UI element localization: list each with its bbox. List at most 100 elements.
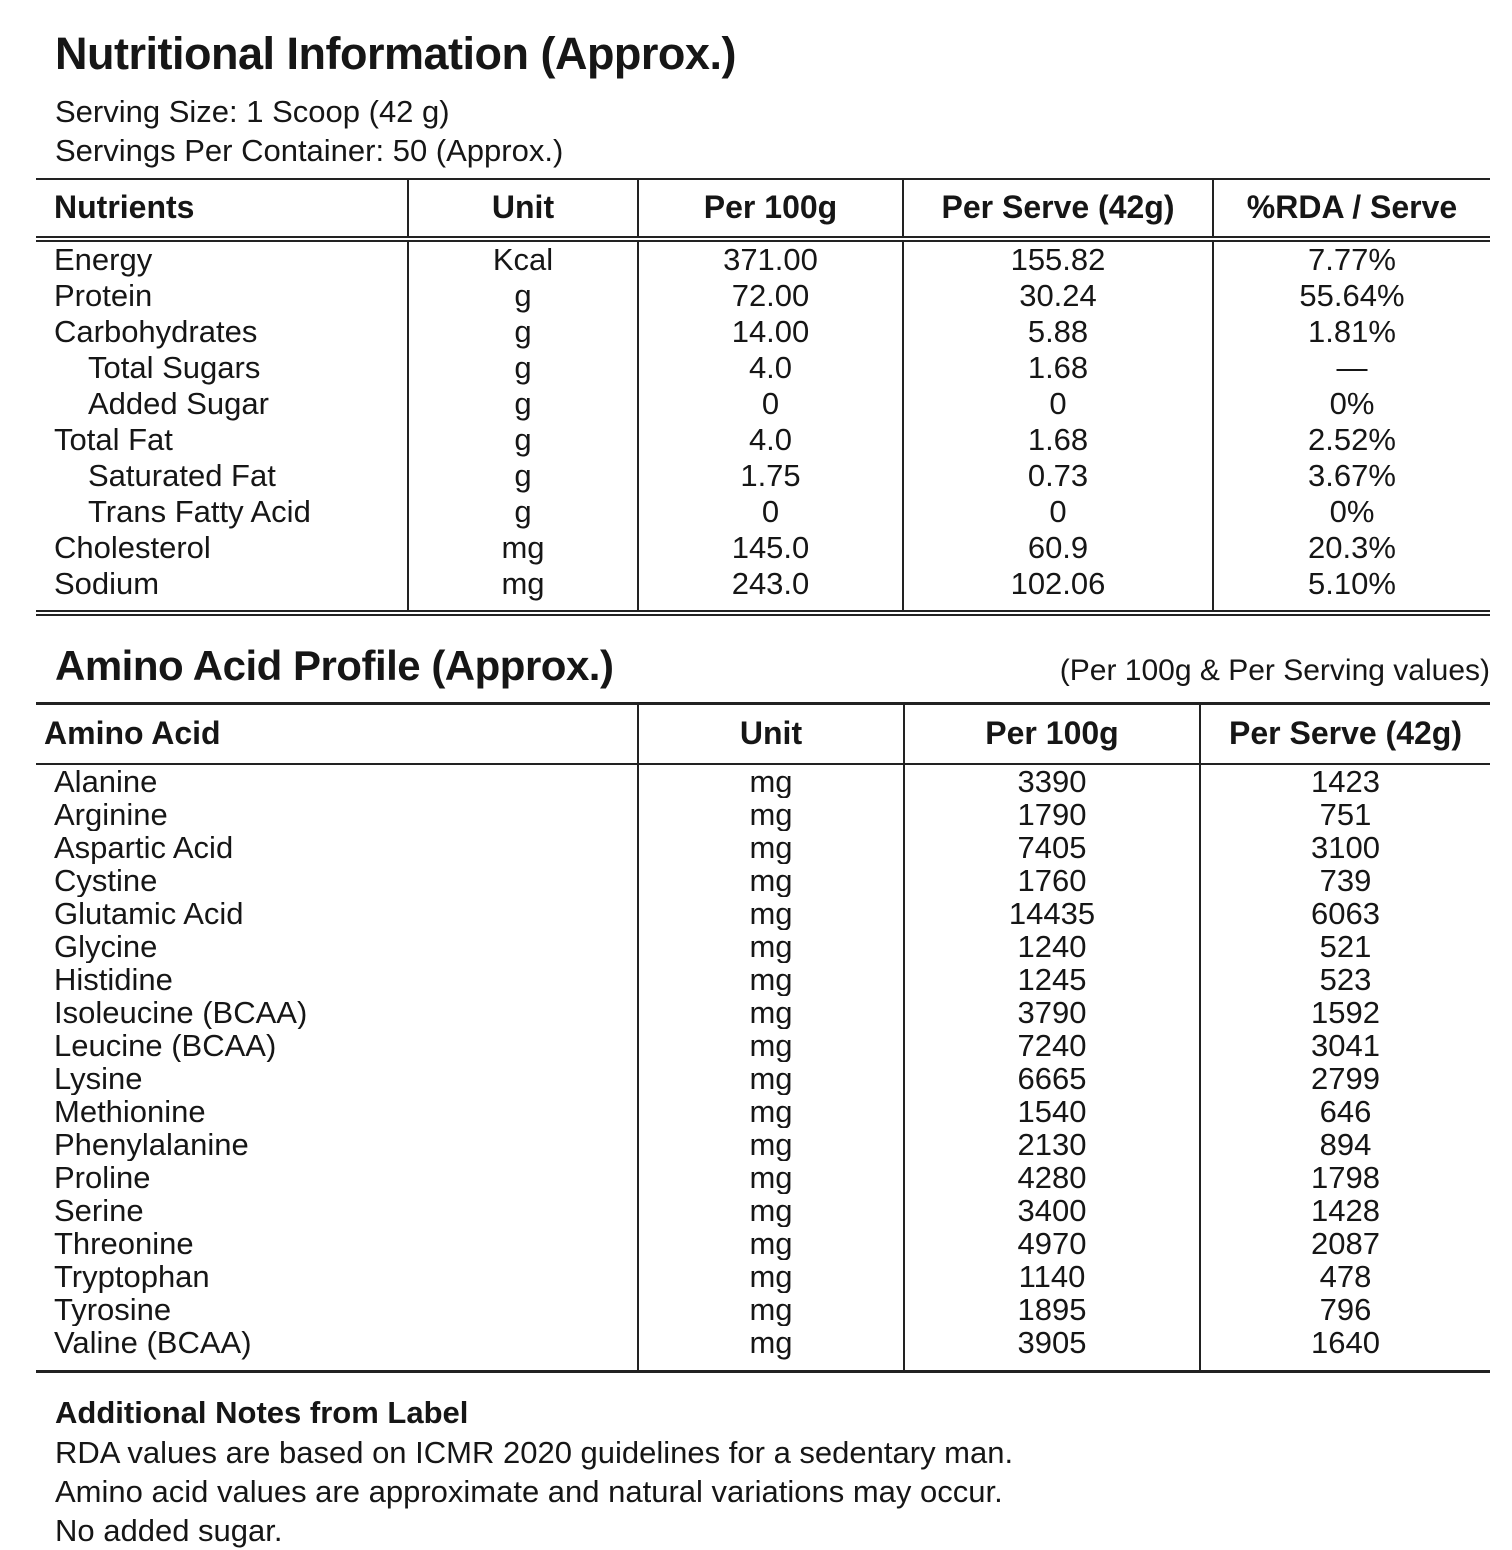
nutrition-col-header-per-100g: Per 100g	[637, 179, 903, 242]
nutrient-per-serve: 0	[902, 386, 1213, 422]
amino-acid-name: Tryptophan	[54, 1260, 210, 1293]
amino-profile-title: Amino Acid Profile (Approx.)	[55, 642, 614, 689]
amino-profile-subtitle: (Per 100g & Per Serving values)	[1059, 654, 1490, 687]
amino-acid-per-serve: 523	[1199, 963, 1490, 996]
notes-title: Additional Notes from Label	[55, 1395, 469, 1430]
amino-acid-per-100g: 4280	[903, 1161, 1200, 1194]
nutrient-rda-per-serve: 0%	[1212, 494, 1490, 530]
amino-acid-per-serve: 796	[1199, 1293, 1490, 1326]
amino-table-row: Glutamic Acid mg 14435 6063	[36, 897, 1490, 930]
amino-table-row: Threonine mg 4970 2087	[36, 1227, 1490, 1260]
note-line-amino: Amino acid values are approximate and na…	[55, 1474, 1003, 1509]
amino-acid-per-100g: 1140	[903, 1260, 1200, 1293]
amino-table-row: Methionine mg 1540 646	[36, 1095, 1490, 1128]
amino-acid-name: Valine (BCAA)	[54, 1326, 252, 1360]
amino-acid-name: Cystine	[54, 864, 158, 897]
amino-acid-name: Leucine (BCAA)	[54, 1029, 277, 1062]
amino-acid-unit: mg	[637, 963, 904, 996]
amino-acid-per-100g: 7405	[903, 831, 1200, 864]
nutrient-unit: g	[407, 458, 638, 494]
amino-acid-unit: mg	[637, 897, 904, 930]
nutrition-table-row: Carbohydrates g 14.00 5.88 1.81%	[36, 314, 1490, 350]
amino-acid-per-100g: 3905	[903, 1326, 1200, 1372]
nutrient-per-100g: 72.00	[637, 278, 903, 314]
amino-acid-per-serve: 1798	[1199, 1161, 1490, 1194]
amino-acid-per-100g: 7240	[903, 1029, 1200, 1062]
amino-acid-per-serve: 646	[1199, 1095, 1490, 1128]
amino-acid-per-serve: 3041	[1199, 1029, 1490, 1062]
nutrition-table-row: Added Sugar g 0 0 0%	[36, 386, 1490, 422]
nutrient-unit: g	[407, 494, 638, 530]
amino-acid-name: Tyrosine	[54, 1293, 172, 1326]
nutrient-name: Energy	[54, 242, 153, 277]
amino-table-row: Phenylalanine mg 2130 894	[36, 1128, 1490, 1161]
nutrition-col-header-per-serve: Per Serve (42g)	[902, 179, 1213, 242]
amino-acid-name: Phenylalanine	[54, 1128, 249, 1161]
amino-acid-name: Histidine	[54, 963, 173, 996]
nutrient-per-serve: 102.06	[902, 566, 1213, 613]
page-title: Nutritional Information (Approx.)	[55, 28, 736, 79]
nutrition-table-row: Energy Kcal 371.00 155.82 7.77%	[36, 239, 1490, 278]
amino-acid-unit: mg	[637, 1062, 904, 1095]
amino-acid-unit: mg	[637, 1194, 904, 1227]
amino-acid-unit: mg	[637, 864, 904, 897]
amino-acid-unit: mg	[637, 798, 904, 831]
amino-acid-per-100g: 3790	[903, 996, 1200, 1029]
amino-acid-per-100g: 6665	[903, 1062, 1200, 1095]
nutrient-per-100g: 4.0	[637, 422, 903, 458]
amino-acid-per-serve: 1423	[1199, 764, 1490, 798]
amino-table-row: Valine (BCAA) mg 3905 1640	[36, 1326, 1490, 1372]
amino-acid-unit: mg	[637, 1260, 904, 1293]
amino-col-header-per-serve: Per Serve (42g)	[1199, 703, 1490, 765]
amino-acid-name: Threonine	[54, 1227, 194, 1260]
nutrient-per-serve: 5.88	[902, 314, 1213, 350]
nutrient-unit: g	[407, 350, 638, 386]
nutrient-per-100g: 14.00	[637, 314, 903, 350]
amino-acid-name: Serine	[54, 1194, 144, 1227]
amino-acid-per-100g: 4970	[903, 1227, 1200, 1260]
nutrition-table: Nutrients Unit Per 100g Per Serve (42g) …	[36, 178, 1490, 616]
nutrient-per-serve: 60.9	[902, 530, 1213, 566]
amino-acid-unit: mg	[637, 996, 904, 1029]
amino-table-row: Tyrosine mg 1895 796	[36, 1293, 1490, 1326]
nutrition-table-header: Nutrients Unit Per 100g Per Serve (42g) …	[36, 179, 1490, 242]
amino-acid-name: Glycine	[54, 930, 158, 963]
amino-acid-name: Proline	[54, 1161, 151, 1194]
amino-acid-unit: mg	[637, 831, 904, 864]
amino-acid-unit: mg	[637, 1161, 904, 1194]
nutrient-per-serve: 155.82	[902, 239, 1213, 278]
nutrition-table-body: Energy Kcal 371.00 155.82 7.77% Protein …	[36, 239, 1490, 613]
nutrient-rda-per-serve: 2.52%	[1212, 422, 1490, 458]
note-line-sugar: No added sugar.	[55, 1513, 283, 1548]
amino-acid-name: Isoleucine (BCAA)	[54, 996, 308, 1029]
nutrition-table-row: Total Fat g 4.0 1.68 2.52%	[36, 422, 1490, 458]
amino-acid-per-100g: 1790	[903, 798, 1200, 831]
nutrient-rda-per-serve: 1.81%	[1212, 314, 1490, 350]
nutrient-name: Total Sugars	[88, 350, 261, 385]
amino-table-row: Histidine mg 1245 523	[36, 963, 1490, 996]
nutrient-per-serve: 1.68	[902, 350, 1213, 386]
amino-col-header-unit: Unit	[637, 703, 904, 765]
nutrient-unit: g	[407, 278, 638, 314]
amino-table-row: Lysine mg 6665 2799	[36, 1062, 1490, 1095]
nutrient-name: Sodium	[54, 566, 160, 601]
nutrient-per-serve: 1.68	[902, 422, 1213, 458]
nutrient-unit: mg	[407, 530, 638, 566]
amino-acid-unit: mg	[637, 1128, 904, 1161]
amino-acid-per-serve: 1592	[1199, 996, 1490, 1029]
nutrition-table-row: Trans Fatty Acid g 0 0 0%	[36, 494, 1490, 530]
amino-table-header: Amino Acid Unit Per 100g Per Serve (42g)	[36, 703, 1490, 765]
nutrient-rda-per-serve: 0%	[1212, 386, 1490, 422]
amino-acid-per-serve: 521	[1199, 930, 1490, 963]
nutrient-per-100g: 0	[637, 386, 903, 422]
nutrient-rda-per-serve: 55.64%	[1212, 278, 1490, 314]
amino-profile-header: Amino Acid Profile (Approx.) (Per 100g &…	[55, 642, 1490, 690]
amino-acid-per-100g: 3390	[903, 764, 1200, 798]
amino-acid-name: Alanine	[54, 764, 158, 798]
nutrient-per-serve: 30.24	[902, 278, 1213, 314]
amino-table-row: Leucine (BCAA) mg 7240 3041	[36, 1029, 1490, 1062]
amino-acid-unit: mg	[637, 1029, 904, 1062]
amino-acid-name: Lysine	[54, 1062, 143, 1095]
amino-col-header-per-100g: Per 100g	[903, 703, 1200, 765]
